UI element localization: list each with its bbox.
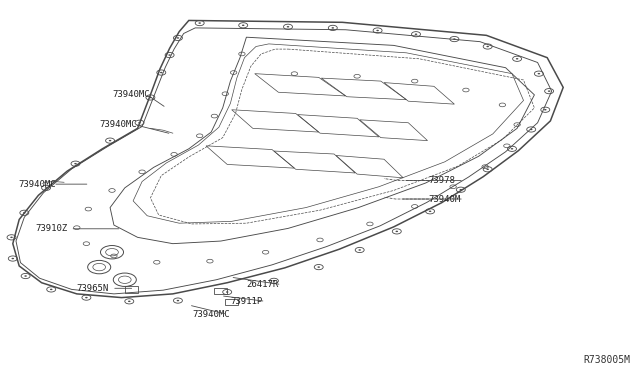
Circle shape [226, 291, 228, 293]
Bar [125, 286, 138, 293]
Circle shape [10, 237, 13, 238]
Circle shape [50, 289, 52, 290]
Bar [214, 288, 227, 294]
Circle shape [453, 38, 456, 40]
Circle shape [24, 275, 27, 277]
Circle shape [109, 140, 111, 141]
Circle shape [177, 37, 179, 39]
Circle shape [486, 169, 489, 170]
Circle shape [317, 266, 320, 268]
Text: 26417R: 26417R [246, 280, 278, 289]
Text: 73910Z: 73910Z [35, 224, 67, 233]
Circle shape [138, 122, 141, 124]
Circle shape [516, 58, 518, 60]
Circle shape [198, 22, 201, 24]
Circle shape [128, 301, 131, 302]
Circle shape [23, 212, 26, 214]
Circle shape [511, 148, 513, 150]
Text: 73978: 73978 [429, 176, 456, 185]
Circle shape [376, 30, 379, 31]
Circle shape [538, 73, 540, 74]
Circle shape [242, 25, 244, 26]
Circle shape [160, 72, 163, 73]
Circle shape [45, 187, 47, 189]
Circle shape [544, 109, 547, 110]
Bar [225, 299, 238, 305]
Text: 73940M: 73940M [429, 195, 461, 203]
Circle shape [177, 300, 179, 301]
Circle shape [12, 258, 14, 259]
Text: 73940MC: 73940MC [99, 120, 137, 129]
Text: 73940MC: 73940MC [192, 310, 230, 319]
Circle shape [74, 163, 77, 164]
Text: 73940MC: 73940MC [112, 90, 150, 99]
Circle shape [415, 33, 417, 35]
Circle shape [332, 27, 334, 29]
Text: 73911P: 73911P [230, 297, 262, 306]
Circle shape [486, 46, 489, 47]
Text: R738005M: R738005M [584, 355, 630, 365]
Text: 73940MC: 73940MC [18, 180, 56, 189]
Circle shape [149, 97, 152, 98]
Circle shape [548, 90, 550, 92]
Circle shape [530, 129, 532, 130]
Text: 73965N: 73965N [77, 284, 109, 293]
Circle shape [287, 26, 289, 28]
Circle shape [460, 189, 462, 190]
Circle shape [358, 249, 361, 251]
Circle shape [429, 211, 431, 212]
Circle shape [396, 231, 398, 232]
Circle shape [273, 280, 275, 282]
Circle shape [168, 54, 171, 56]
Circle shape [85, 297, 88, 298]
